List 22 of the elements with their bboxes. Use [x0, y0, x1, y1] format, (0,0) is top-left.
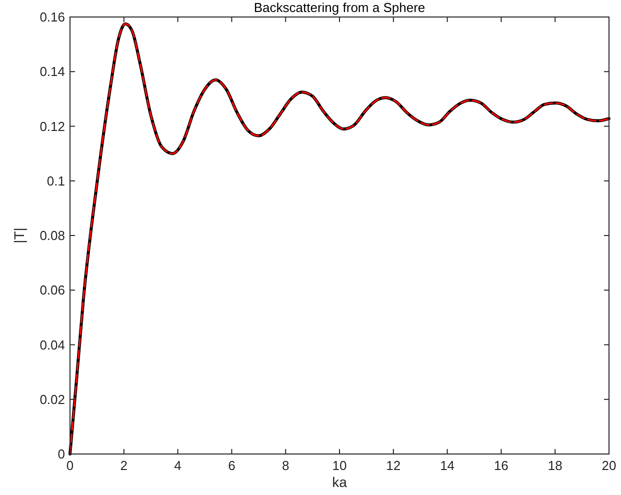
x-tick-label: 12 — [386, 458, 401, 473]
x-tick-label: 2 — [120, 458, 128, 473]
x-tick-label: 8 — [282, 458, 290, 473]
y-tick-label: 0 — [58, 446, 65, 462]
x-tick-label: 14 — [440, 458, 455, 473]
y-tick-label: 0.12 — [40, 118, 65, 134]
x-axis-title: ka — [332, 474, 348, 490]
y-tick-label: 0.08 — [40, 228, 65, 243]
y-tick-label: 0.06 — [40, 282, 65, 298]
x-tick-label: 10 — [332, 458, 347, 473]
x-tick-label: 20 — [602, 458, 616, 473]
x-tick-label: 18 — [548, 458, 562, 473]
x-tick-label: 4 — [174, 458, 182, 473]
y-tick-label: 0.14 — [40, 64, 65, 80]
chart-title: Backscattering from a Sphere — [254, 0, 426, 15]
y-axis-title: |T| — [11, 228, 27, 244]
y-tick-label: 0.16 — [40, 10, 65, 24]
x-tick-label: 6 — [228, 458, 236, 473]
y-tick-label: 0.02 — [40, 392, 65, 407]
y-tick-label: 0.1 — [46, 173, 65, 188]
y-tick-label: 0.04 — [40, 337, 65, 352]
x-tick-label: 16 — [494, 458, 508, 473]
